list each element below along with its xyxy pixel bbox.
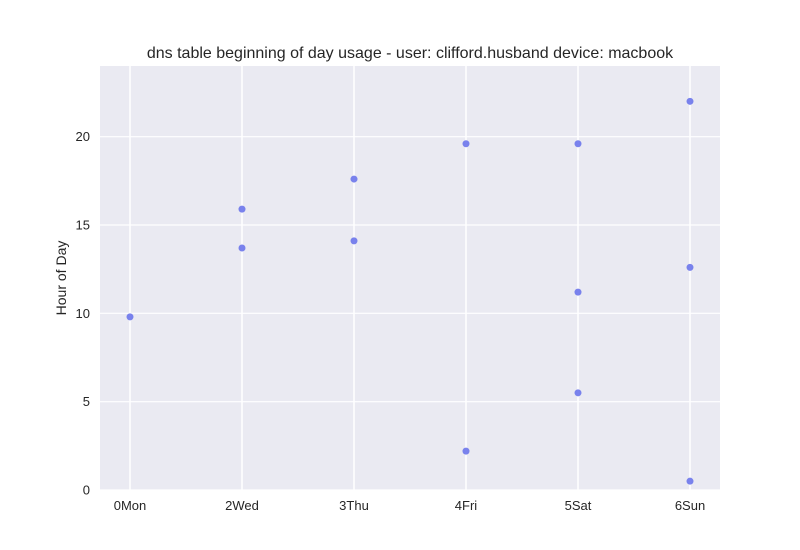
x-tick-labels: 0Mon 2Wed 3Thu 4Fri 5Sat 6Sun (114, 498, 705, 513)
plot-background (100, 66, 720, 490)
x-tick-label: 4Fri (455, 498, 478, 513)
data-point (574, 140, 582, 148)
data-point (574, 288, 582, 296)
y-tick-label: 15 (76, 218, 90, 233)
data-point (350, 175, 358, 183)
data-point (462, 447, 470, 455)
x-tick-label: 6Sun (675, 498, 705, 513)
x-tick-label: 0Mon (114, 498, 147, 513)
data-point (686, 263, 694, 271)
data-point (238, 244, 246, 252)
y-tick-label: 20 (76, 129, 90, 144)
data-point (350, 237, 358, 245)
chart-title: dns table beginning of day usage - user:… (147, 45, 674, 62)
y-axis-label: Hour of Day (53, 241, 69, 316)
data-points (126, 97, 694, 485)
y-tick-label: 5 (83, 394, 90, 409)
data-point (686, 477, 694, 485)
data-point (462, 140, 470, 148)
grid-lines (100, 66, 720, 491)
data-point (686, 97, 694, 105)
data-point (126, 313, 134, 321)
y-tick-labels: 0 5 10 15 20 (76, 129, 90, 497)
x-tick-label: 5Sat (565, 498, 592, 513)
x-tick-label: 2Wed (225, 498, 259, 513)
data-point (574, 389, 582, 397)
y-tick-label: 0 (83, 483, 90, 498)
x-tick-label: 3Thu (339, 498, 369, 513)
y-tick-label: 10 (76, 306, 90, 321)
data-point (238, 205, 246, 213)
